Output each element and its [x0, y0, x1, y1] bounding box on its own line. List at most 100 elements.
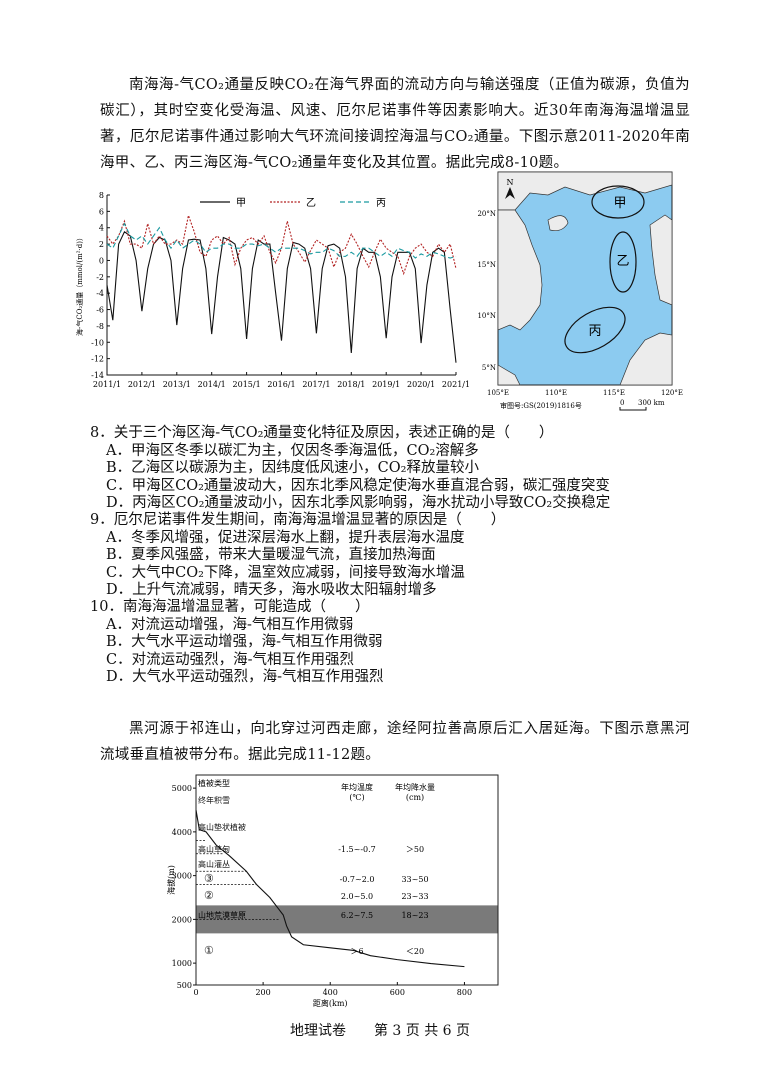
- scale-zero: 0: [620, 399, 624, 407]
- question-stem: 8．关于三个海区海-气CO₂通量变化特征及原因，表述正确的是（ ）: [90, 425, 554, 441]
- zone-name: 高山草甸: [198, 844, 230, 854]
- legend-label: 乙: [306, 197, 316, 209]
- option-c: C．对流运动强烈，海-气相互作用强烈: [106, 651, 354, 668]
- lon-label: 120°E: [661, 389, 683, 397]
- header-precipitation-unit: (cm): [406, 793, 424, 802]
- north-arrow-icon: [505, 187, 515, 199]
- option-a: A．甲海区冬季以碳汇为主，仅因冬季海温低，CO₂溶解多: [106, 442, 479, 459]
- option-b: B．大气水平运动增强，海-气相互作用微弱: [106, 634, 383, 650]
- x-tick-label: 2013/1: [163, 380, 191, 389]
- intro-passage-1: 南海海-气CO₂通量反映CO₂在海气界面的流动方向与输送强度（正值为碳源，负值为…: [100, 77, 690, 171]
- header-temperature: 年均温度: [341, 782, 373, 792]
- y-tick-label: -14: [91, 371, 104, 380]
- option-b: B．乙海区以碳源为主，因纬度低风速小，CO₂释放量较小: [106, 460, 479, 476]
- y-tick-label: -12: [91, 355, 104, 364]
- zone-name: 高山垫状植被: [198, 822, 246, 832]
- zone-precipitation: 33~50: [401, 875, 428, 884]
- y-tick-label: 0: [99, 256, 104, 265]
- y-tick-label: 500: [177, 981, 192, 990]
- y-tick-label: -6: [96, 306, 104, 315]
- legend-label: 甲: [236, 198, 246, 209]
- y-tick-label: 5000: [172, 784, 192, 793]
- question-stem: 10．南海海温增温显著，可能造成（ ）: [90, 599, 370, 615]
- lat-label: 20°N: [477, 210, 496, 218]
- question-9: 9．厄尔尼诺事件发生期间，南海海温增温显著的原因是（ ） A．冬季风增强，促进深…: [90, 512, 700, 600]
- zone-name: ③: [204, 872, 214, 885]
- x-tick-label: 2016/1: [267, 380, 295, 389]
- region-jia-ellipse: [591, 185, 645, 219]
- y-tick-label: -4: [96, 289, 104, 298]
- lat-label: 10°N: [477, 312, 496, 320]
- region-yi-ellipse: [609, 231, 637, 293]
- lat-label: 5°N: [482, 364, 496, 372]
- option-a: A．对流运动增强，海-气相互作用微弱: [106, 616, 354, 633]
- option-d: D．丙海区CO₂通量波动小，因东北季风影响弱，海水扰动小导致CO₂交换稳定: [106, 495, 611, 511]
- y-tick-label: 8: [99, 191, 104, 200]
- x-tick-label: 400: [323, 988, 338, 997]
- scale-bar: [619, 407, 647, 411]
- x-tick-label: 2020/1: [407, 380, 435, 389]
- vegetation-zone-profile-chart: 5000 4000 3000 2000 1000 5000 200 400 600 800 距离(k…: [166, 774, 499, 1008]
- x-tick-label: 2021/1: [442, 380, 470, 389]
- map-approval-number: 审图号:GS(2019)1816号: [500, 401, 582, 410]
- x-tick-label: 2017/1: [302, 380, 330, 389]
- region-label-bing: 丙: [588, 324, 601, 339]
- terrain-profile-line: [195, 809, 465, 968]
- zone-name: ②: [204, 889, 214, 902]
- option-c: C．大气中CO₂下降，温室效应减弱，间接导致海水增温: [106, 564, 465, 581]
- y-tick-label: 2000: [172, 915, 192, 924]
- zone-name: 山地荒漠草原: [198, 910, 246, 920]
- lat-label: 15°N: [477, 261, 496, 269]
- zone-temperature: 2.0~5.0: [341, 892, 373, 901]
- x-tick-label: 800: [457, 988, 472, 997]
- y-tick-label: 4: [99, 224, 104, 233]
- land-areas: [497, 171, 673, 386]
- page-footer: 地理试卷 第 3 页 共 6 页: [289, 1023, 471, 1039]
- question-8: 8．关于三个海区海-气CO₂通量变化特征及原因，表述正确的是（ ） A．甲海区冬…: [90, 425, 700, 513]
- zone-temperature: 6.2~7.5: [341, 911, 373, 920]
- x-tick-label: 2019/1: [372, 380, 400, 389]
- lon-label: 115°E: [603, 389, 625, 397]
- region-label-yi: 乙: [616, 254, 629, 269]
- region-label-jia: 甲: [613, 196, 626, 211]
- y-axis-label: 海拔(m): [166, 865, 176, 895]
- zone-precipitation: ＞50: [406, 845, 424, 854]
- intro-passage-2: 黑河源于祁连山，向北穿过河西走廊，途经阿拉善高原后汇入居延海。下图示意黑河流域垂…: [100, 721, 690, 763]
- header-vegetation-type: 植被类型: [198, 778, 230, 788]
- y-tick-label: -10: [91, 338, 104, 347]
- x-tick-label: 2018/1: [337, 380, 365, 389]
- option-d: D．上升气流减弱，晴天多，海水吸收太阳辐射增多: [106, 582, 437, 598]
- y-tick-label: 3000: [172, 872, 192, 881]
- x-tick-label: 0: [193, 988, 198, 997]
- south-china-sea-map: 甲 乙 丙 N 20°N 15°N 10°N 5°N 105°E 110°E 1…: [477, 171, 683, 411]
- x-tick-label: 600: [390, 988, 405, 997]
- option-d: D．大气水平运动强烈，海-气相互作用强烈: [106, 669, 384, 685]
- x-tick-label: 200: [255, 988, 270, 997]
- zone-precipitation: 18~23: [401, 911, 428, 920]
- series-line-1: [106, 230, 457, 363]
- y-tick-label: -8: [96, 322, 104, 331]
- option-b: B．夏季风强盛，带来大量暖湿气流，直接加热海面: [106, 547, 436, 563]
- x-tick-label: 2012/1: [128, 380, 156, 389]
- y-tick-label: 6: [99, 207, 104, 216]
- zone-temperature: -0.7~2.0: [340, 875, 375, 884]
- x-tick-label: 2011/1: [93, 380, 121, 389]
- zone-precipitation: 23~33: [401, 892, 428, 901]
- x-tick-label: 2015/1: [233, 380, 261, 389]
- y-tick-label: -2: [96, 273, 104, 282]
- x-axis-label: 距离(km): [313, 998, 348, 1008]
- north-arrow-label: N: [507, 178, 514, 187]
- plot-frame: [195, 774, 499, 986]
- y-axis-label: 海-气CO₂通量（mmol/(m²·d)）: [75, 234, 84, 336]
- header-temperature-unit: (℃): [349, 793, 364, 802]
- question-10: 10．南海海温增温显著，可能造成（ ） A．对流运动增强，海-气相互作用微弱 B…: [90, 599, 700, 687]
- zone-name: ①: [204, 944, 214, 957]
- zone-name: 高山灌丛: [198, 859, 230, 869]
- region-bing-ellipse: [564, 306, 626, 354]
- y-tick-label: 2: [99, 240, 104, 249]
- series-line-3: [106, 222, 457, 259]
- y-tick-label: 4000: [172, 828, 192, 837]
- lon-label: 110°E: [545, 389, 567, 397]
